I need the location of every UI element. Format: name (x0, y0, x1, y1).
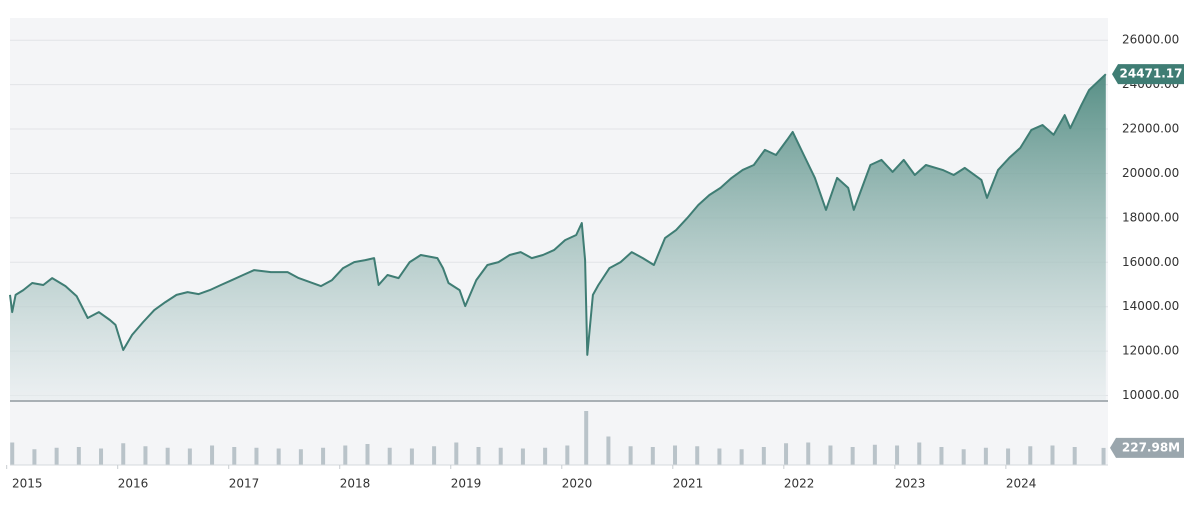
volume-bar (717, 448, 722, 465)
volume-bar (10, 442, 15, 465)
volume-bar (1006, 448, 1011, 465)
volume-bar (321, 447, 326, 465)
volume-bar (850, 447, 855, 465)
y-tick-label: 10000.00 (1122, 388, 1179, 402)
volume-bar (543, 447, 548, 465)
volume-bar (54, 447, 59, 465)
volume-bar (1101, 447, 1106, 465)
volume-bar (895, 445, 900, 465)
volume-bar (828, 445, 833, 465)
x-tick-label: 2022 (784, 477, 815, 491)
volume-bar (650, 447, 655, 465)
volume-bar (1050, 445, 1055, 465)
y-tick-label: 12000.00 (1122, 344, 1179, 358)
last-price-badge (1112, 64, 1184, 85)
volume-bar (606, 436, 611, 465)
volume-bar (628, 446, 633, 465)
x-tick-label: 2023 (895, 477, 926, 491)
volume-bar (232, 447, 237, 465)
y-tick-label: 22000.00 (1122, 122, 1179, 136)
volume-bar (121, 443, 126, 465)
y-tick-label: 18000.00 (1122, 210, 1179, 224)
volume-bar (520, 448, 525, 465)
volume-bar (276, 448, 281, 465)
volume-bar (165, 447, 170, 465)
volume-bar (187, 448, 192, 465)
volume-bar (565, 445, 570, 465)
price-line (9, 73, 1107, 356)
volume-bar (695, 446, 700, 465)
volume-bar (32, 449, 37, 465)
volume-bar (498, 447, 503, 465)
x-tick-label: 2016 (118, 477, 149, 491)
x-tick-label: 2018 (340, 477, 371, 491)
y-tick-label: 16000.00 (1122, 255, 1179, 269)
volume-bar (917, 442, 922, 465)
last-volume-badge (1110, 437, 1184, 458)
volume-bar (343, 445, 348, 465)
volume-bar (872, 444, 877, 465)
volume-bar (806, 442, 811, 465)
volume-bar (298, 449, 303, 465)
volume-bar (476, 447, 481, 465)
volume-bar (99, 448, 104, 465)
volume-bar (739, 449, 744, 465)
volume-bar (432, 446, 437, 465)
y-tick-label: 26000.00 (1122, 33, 1179, 47)
volume-bar (409, 448, 414, 465)
last-volume-label: 227.98M (1122, 440, 1180, 454)
volume-bar (387, 447, 392, 465)
volume-bar (939, 447, 944, 465)
volume-bar (454, 442, 459, 465)
x-tick-label: 2024 (1006, 477, 1037, 491)
volume-bar (1028, 446, 1033, 465)
volume-bar (76, 447, 81, 465)
volume-bar (983, 447, 988, 465)
x-tick-label: 2019 (451, 477, 482, 491)
volume-bar (673, 445, 678, 465)
x-tick-label: 2020 (562, 477, 593, 491)
volume-bar (761, 447, 766, 465)
volume-bar (784, 443, 789, 465)
price-area (10, 74, 1106, 400)
x-tick-label: 2017 (229, 477, 260, 491)
volume-bar (584, 411, 589, 465)
volume-bar (143, 446, 148, 465)
volume-bar (961, 449, 966, 465)
x-tick-label: 2015 (12, 477, 43, 491)
y-tick-label: 14000.00 (1122, 299, 1179, 313)
volume-bar (254, 447, 259, 465)
y-tick-label: 20000.00 (1122, 166, 1179, 180)
x-tick-label: 2021 (673, 477, 704, 491)
volume-bar (210, 445, 215, 465)
volume-bar (365, 444, 370, 465)
volume-bar (1072, 447, 1077, 465)
last-price-label: 24471.17 (1119, 67, 1182, 81)
